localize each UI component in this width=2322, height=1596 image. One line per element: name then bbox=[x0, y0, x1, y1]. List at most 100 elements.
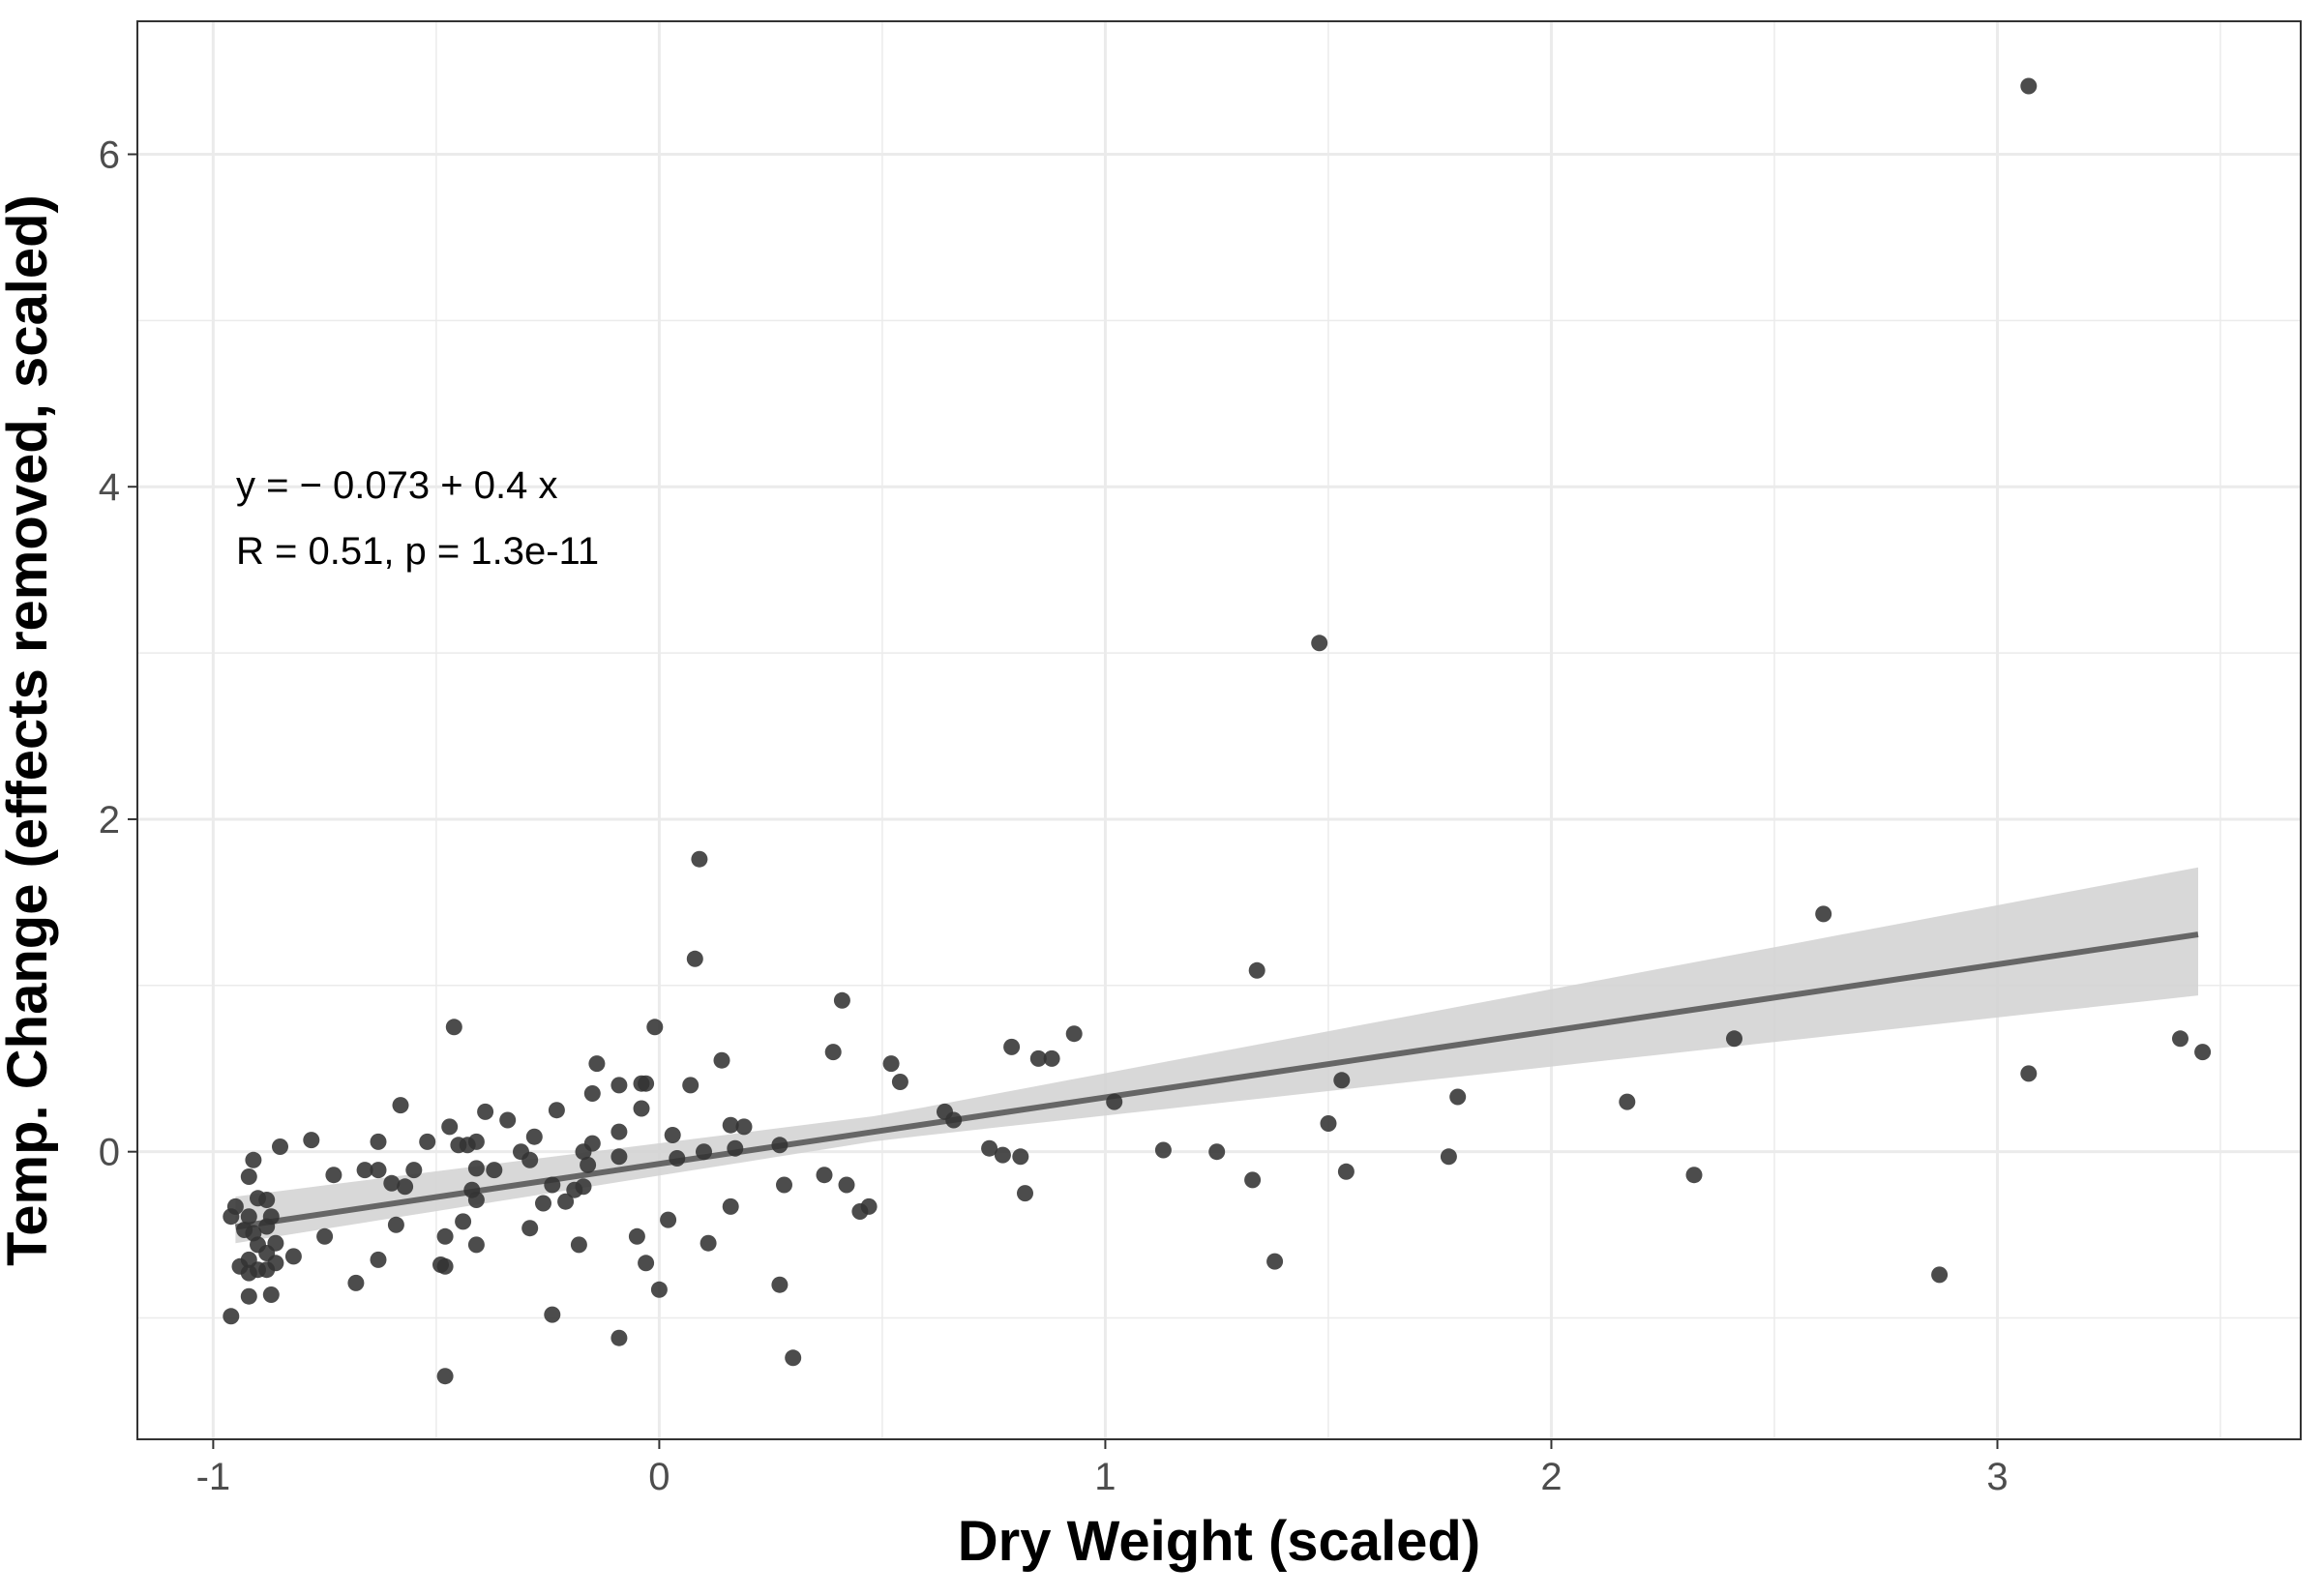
data-point bbox=[521, 1220, 539, 1237]
data-point bbox=[824, 1044, 842, 1061]
data-point bbox=[1266, 1253, 1284, 1270]
data-point bbox=[272, 1138, 288, 1155]
regression-line-layer bbox=[234, 931, 2199, 1230]
correlation-stats-label: R = 0.51, p = 1.3e-11 bbox=[236, 530, 599, 573]
data-point bbox=[981, 1139, 998, 1157]
data-point bbox=[660, 1211, 677, 1228]
data-point bbox=[486, 1162, 503, 1179]
data-point bbox=[383, 1174, 401, 1192]
data-point bbox=[459, 1137, 476, 1154]
data-point bbox=[650, 1281, 668, 1298]
data-point bbox=[628, 1227, 645, 1245]
data-point bbox=[583, 1085, 601, 1102]
data-point bbox=[771, 1276, 789, 1293]
data-point bbox=[696, 1143, 712, 1161]
data-point bbox=[682, 1077, 700, 1094]
regression-equation-label: y = − 0.073 + 0.4 x bbox=[236, 464, 557, 507]
data-point bbox=[223, 1308, 240, 1325]
data-point bbox=[392, 1097, 409, 1114]
x-tick-label: 3 bbox=[1986, 1456, 2008, 1498]
data-point bbox=[735, 1118, 753, 1136]
data-point bbox=[223, 1208, 240, 1226]
data-point bbox=[638, 1255, 655, 1272]
data-point bbox=[722, 1197, 739, 1215]
data-point bbox=[356, 1162, 373, 1179]
data-point bbox=[1017, 1185, 1033, 1202]
data-point bbox=[851, 1203, 869, 1220]
y-tick-label: 6 bbox=[99, 133, 120, 176]
data-point bbox=[1106, 1093, 1123, 1110]
data-point bbox=[700, 1234, 717, 1252]
data-point bbox=[891, 1074, 908, 1090]
data-point bbox=[525, 1128, 543, 1145]
confidence-band bbox=[235, 867, 2198, 1244]
data-point bbox=[994, 1146, 1011, 1164]
data-point bbox=[1685, 1167, 1703, 1184]
data-point bbox=[1248, 961, 1265, 979]
y-axis-ticks: 0 2 4 6 bbox=[99, 133, 137, 1174]
data-point bbox=[669, 1150, 686, 1167]
data-point bbox=[544, 1176, 561, 1194]
x-axis-ticks: -1 0 1 2 3 bbox=[196, 1439, 2009, 1498]
plot-panel-background bbox=[137, 21, 2301, 1439]
x-tick-label: 2 bbox=[1540, 1456, 1562, 1498]
data-point bbox=[1337, 1163, 1354, 1180]
data-point bbox=[436, 1368, 454, 1385]
data-point bbox=[776, 1176, 792, 1194]
x-tick-label: 1 bbox=[1094, 1456, 1116, 1498]
data-point bbox=[646, 1019, 664, 1036]
data-point bbox=[419, 1133, 436, 1150]
data-point bbox=[664, 1127, 681, 1143]
data-point bbox=[467, 1236, 485, 1254]
data-point bbox=[1440, 1148, 1457, 1166]
data-point bbox=[370, 1133, 387, 1150]
data-point bbox=[347, 1274, 365, 1291]
data-point bbox=[441, 1118, 459, 1136]
y-tick-label: 0 bbox=[99, 1132, 120, 1174]
data-point bbox=[1449, 1088, 1467, 1106]
data-point bbox=[580, 1156, 597, 1173]
data-point bbox=[610, 1148, 628, 1166]
data-point bbox=[1208, 1143, 1226, 1161]
data-point bbox=[557, 1193, 575, 1210]
y-tick-label: 2 bbox=[99, 799, 120, 842]
data-point bbox=[544, 1306, 561, 1323]
data-point bbox=[387, 1216, 404, 1233]
data-point bbox=[588, 1055, 606, 1073]
y-axis-title: Temp. Change (effects removed, scaled) bbox=[0, 194, 59, 1266]
data-point bbox=[610, 1077, 628, 1094]
x-tick-label: -1 bbox=[196, 1456, 231, 1498]
data-point bbox=[370, 1251, 387, 1268]
data-point bbox=[499, 1111, 517, 1129]
data-points bbox=[223, 77, 2212, 1385]
x-tick-label: 0 bbox=[648, 1456, 670, 1498]
data-point bbox=[467, 1192, 485, 1208]
data-point bbox=[397, 1178, 414, 1196]
data-point bbox=[245, 1151, 262, 1168]
data-point bbox=[2020, 77, 2038, 95]
data-point bbox=[1029, 1049, 1047, 1067]
data-point bbox=[535, 1195, 551, 1212]
data-point bbox=[633, 1100, 650, 1117]
data-point bbox=[467, 1160, 485, 1177]
data-point bbox=[686, 950, 703, 967]
data-point bbox=[1320, 1115, 1337, 1132]
data-point bbox=[713, 1051, 730, 1069]
data-point bbox=[1154, 1141, 1172, 1159]
data-point bbox=[638, 1075, 655, 1092]
data-point bbox=[838, 1176, 855, 1194]
data-point bbox=[436, 1257, 454, 1275]
data-point bbox=[727, 1139, 744, 1157]
data-point bbox=[316, 1227, 334, 1245]
data-point bbox=[455, 1213, 472, 1230]
data-point bbox=[575, 1143, 592, 1161]
data-point bbox=[1043, 1049, 1060, 1067]
data-point bbox=[262, 1286, 280, 1303]
data-point bbox=[610, 1329, 628, 1346]
data-point bbox=[325, 1167, 342, 1184]
data-point bbox=[258, 1218, 276, 1235]
data-point bbox=[1931, 1266, 1949, 1284]
data-point bbox=[570, 1236, 587, 1254]
x-axis-title: Dry Weight (scaled) bbox=[958, 1510, 1480, 1573]
data-point bbox=[1311, 635, 1328, 652]
